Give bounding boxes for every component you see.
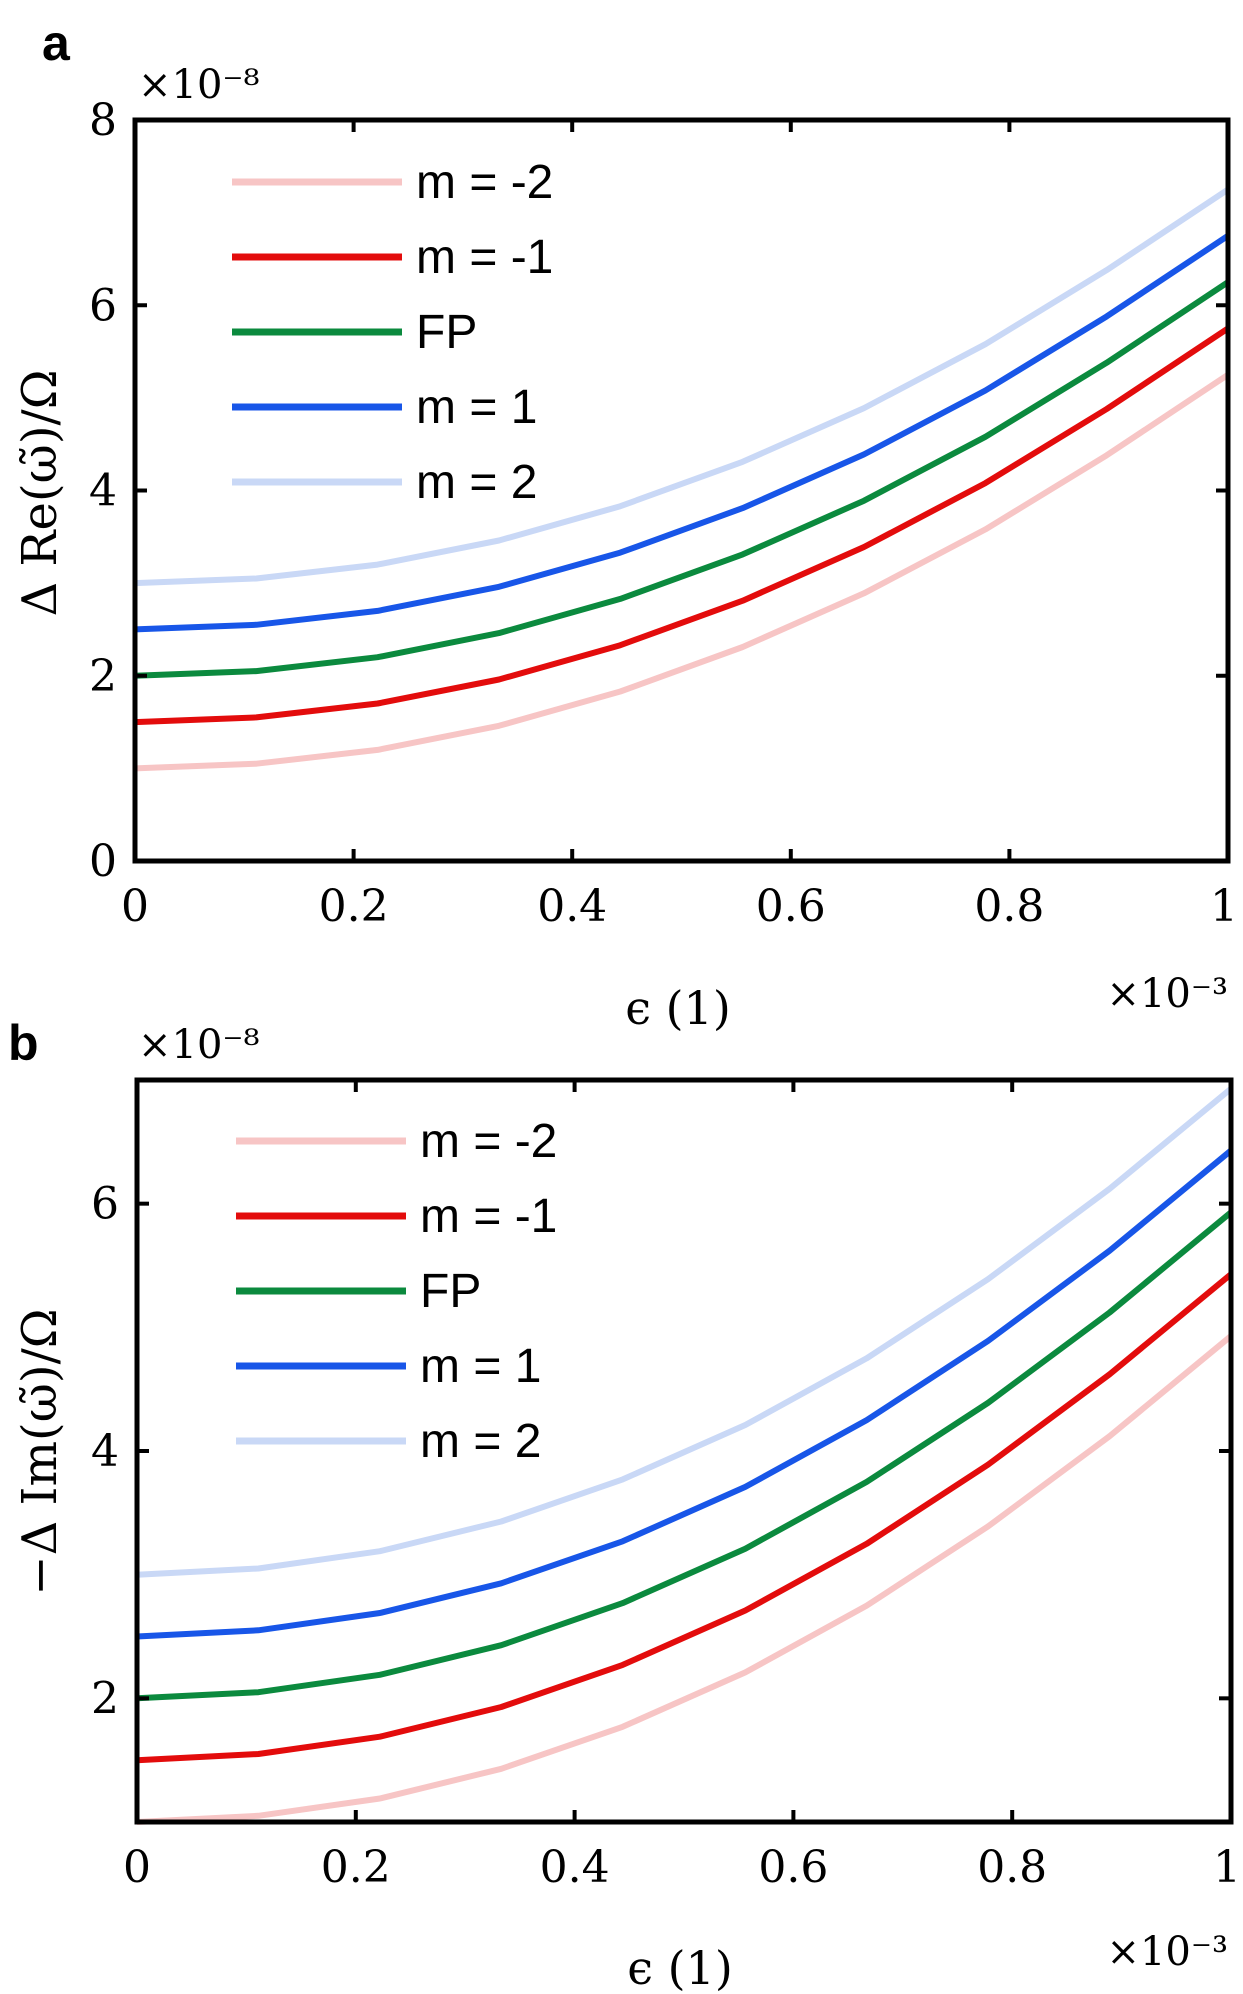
panel-b-x-axis-label: ϵ (1)	[627, 1941, 733, 1994]
panel-b-y-exponent: ×10⁻⁸	[138, 1022, 260, 1068]
figure: a ×10⁻⁸ ×10⁻³ Δ Re(ω̃)/Ω ϵ (1) 0 0.2 0.4 0.…	[0, 0, 1243, 1994]
panel-a-legend-label-1: m = -1	[416, 231, 553, 284]
panel-b-x-tick-label-1: 0.2	[321, 1842, 391, 1893]
panel-a-x-axis-label: ϵ (1)	[625, 981, 731, 1035]
panel-a-y-tick-label-1: 2	[89, 651, 117, 702]
panel-a-legend-label-3: m = 1	[416, 381, 537, 434]
panel-b-legend: m = -2 m = -1 FP m = 1 m = 2	[236, 1115, 557, 1468]
panel-a-x-tick-labels: 0 0.2 0.4 0.6 0.8 1	[121, 881, 1238, 932]
panel-b-legend-label-3: m = 1	[420, 1340, 541, 1393]
panel-a-legend-label-2: FP	[416, 306, 477, 359]
panel-b-x-tick-labels: 0 0.2 0.4 0.6 0.8 1	[123, 1842, 1241, 1893]
panel-a-y-tick-label-3: 6	[89, 280, 117, 331]
panel-b-series-line-4	[137, 1089, 1231, 1575]
panel-a-y-tick-label-4: 8	[89, 95, 117, 146]
panel-b-y-tick-label-2: 6	[91, 1179, 119, 1230]
panel-a: a ×10⁻⁸ ×10⁻³ Δ Re(ω̃)/Ω ϵ (1) 0 0.2 0.4 0.…	[12, 15, 1238, 1035]
panel-a-x-tick-label-0: 0	[121, 881, 149, 932]
panel-a-y-exponent: ×10⁻⁸	[138, 62, 260, 108]
panel-a-y-tick-labels: 0 2 4 6 8	[89, 95, 117, 887]
panel-a-x-tick-label-2: 0.4	[537, 881, 607, 932]
panel-a-x-tick-label-1: 0.2	[319, 881, 389, 932]
panel-a-x-exponent: ×10⁻³	[1106, 971, 1228, 1017]
panel-b: b ×10⁻⁸ ×10⁻³ −Δ Im(ω̃)/Ω ϵ (1) 0 0.2 0.4 0…	[8, 1015, 1241, 1994]
panel-a-legend-label-0: m = -2	[416, 156, 553, 209]
panel-a-y-axis-label: Δ Re(ω̃)/Ω	[12, 369, 68, 616]
panel-b-legend-label-0: m = -2	[420, 1115, 557, 1168]
panel-a-label: a	[42, 15, 71, 71]
panel-a-y-tick-label-0: 0	[89, 836, 117, 887]
panel-a-x-tick-label-3: 0.6	[756, 881, 826, 932]
panel-a-x-tick-label-5: 1	[1210, 881, 1238, 932]
panel-b-y-tick-label-1: 4	[91, 1426, 119, 1477]
panel-b-x-exponent: ×10⁻³	[1106, 1929, 1228, 1975]
panel-b-legend-label-1: m = -1	[420, 1190, 557, 1243]
panel-b-label: b	[8, 1015, 39, 1071]
panel-a-ticks	[135, 120, 1228, 861]
panel-b-legend-label-4: m = 2	[420, 1415, 541, 1468]
panel-b-x-tick-label-2: 0.4	[540, 1842, 610, 1893]
panel-b-x-tick-label-3: 0.6	[758, 1842, 828, 1893]
panel-b-y-axis-label: −Δ Im(ω̃)/Ω	[12, 1308, 68, 1595]
panel-a-legend: m = -2 m = -1 FP m = 1 m = 2	[232, 156, 553, 509]
panel-b-series	[137, 1089, 1231, 1822]
panel-a-x-tick-label-4: 0.8	[974, 881, 1044, 932]
panel-b-x-tick-label-4: 0.8	[977, 1842, 1047, 1893]
panel-b-x-tick-label-0: 0	[123, 1842, 151, 1893]
panel-b-y-tick-labels: 2 4 6	[91, 1179, 119, 1725]
panel-b-x-tick-label-5: 1	[1213, 1842, 1241, 1893]
panel-a-plot-frame	[135, 120, 1228, 861]
panel-a-y-tick-label-2: 4	[89, 466, 117, 517]
panel-b-legend-label-2: FP	[420, 1265, 481, 1318]
panel-a-legend-label-4: m = 2	[416, 456, 537, 509]
panel-b-y-tick-label-0: 2	[91, 1673, 119, 1724]
